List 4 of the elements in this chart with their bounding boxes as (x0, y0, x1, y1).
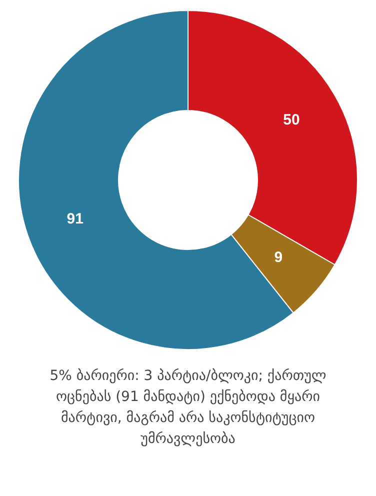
text: 5% ბარიერი: 3 პარტია/ბლოკი; ქართულ ოცნებას (91 მანდატი) ექნებოდა მყარი მარტივი, მაგრამ არა საკონსტიტუციო უმრავლესობა (48, 367, 328, 449)
data-label: 91 (66, 210, 84, 228)
data-label: 50 (283, 111, 300, 128)
data-label: 9 (274, 249, 283, 266)
